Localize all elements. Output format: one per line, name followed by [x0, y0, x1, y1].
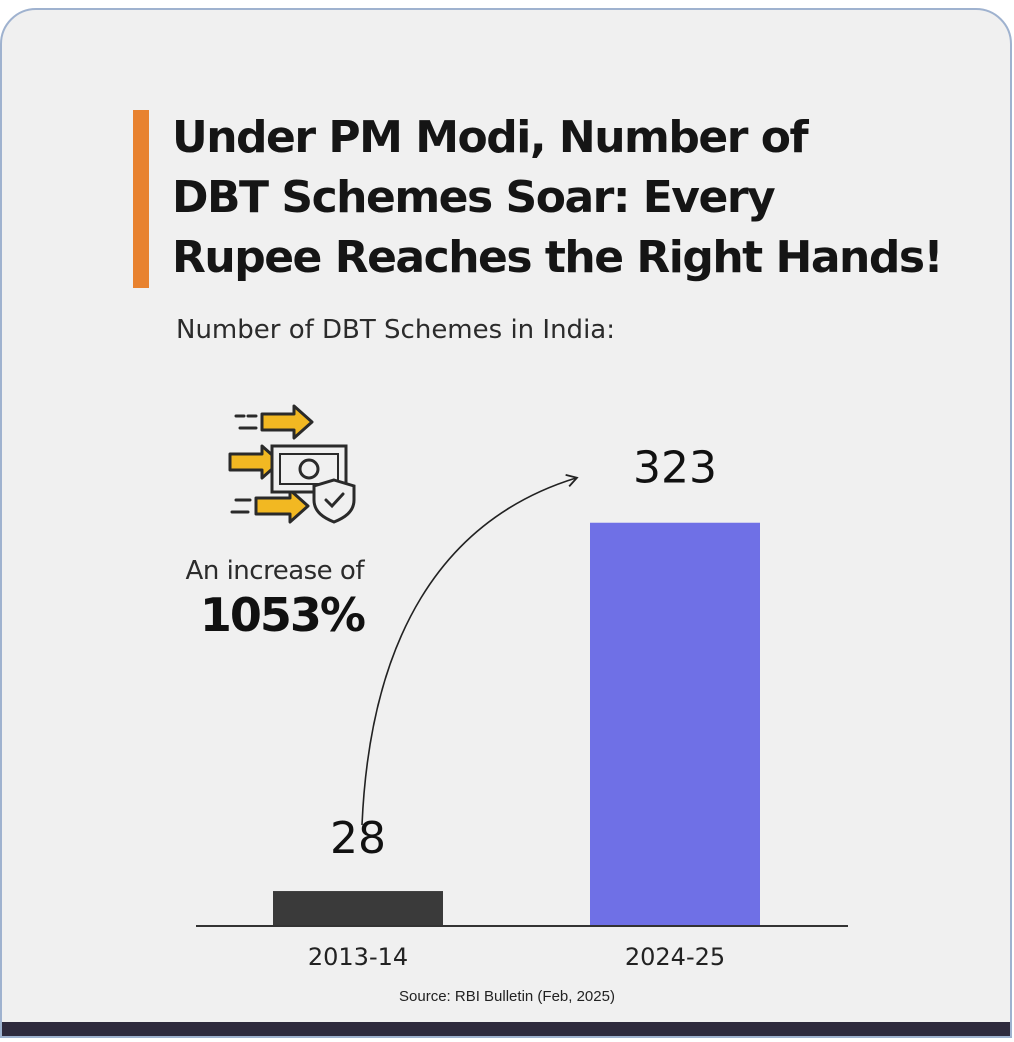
chart-subtitle: Number of DBT Schemes in India:: [176, 315, 615, 345]
bar-2024-25: [590, 522, 760, 926]
x-tick-2013-14: 2013-14: [308, 943, 408, 971]
bottom-bar: [2, 1022, 1010, 1036]
headline-line-1: Under PM Modi, Number of: [172, 112, 809, 163]
headline: Under PM Modi, Number of DBT Schemes Soa…: [172, 108, 992, 288]
bar-2013-14: [273, 891, 443, 926]
title-accent-bar: [133, 110, 149, 288]
growth-arrow: [361, 474, 579, 826]
value-label-2024-25: 323: [633, 443, 717, 494]
value-label-2013-14: 28: [330, 813, 386, 864]
increase-value: 1053%: [199, 588, 366, 642]
infographic-card: [0, 8, 1012, 1038]
increase-label: An increase of: [185, 556, 365, 586]
source-note: Source: RBI Bulletin (Feb, 2025): [399, 988, 615, 1005]
x-tick-2024-25: 2024-25: [625, 943, 725, 971]
headline-line-2: DBT Schemes Soar: Every: [172, 172, 776, 223]
headline-line-3: Rupee Reaches the Right Hands!: [172, 232, 944, 283]
money-transfer-icon: [228, 404, 356, 524]
